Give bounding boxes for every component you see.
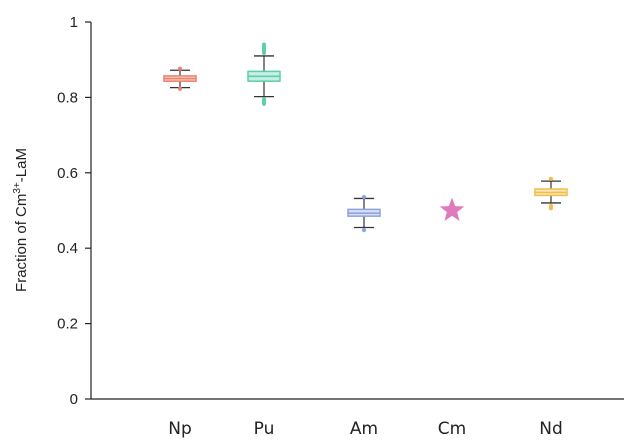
y-tick-label: 0 <box>70 391 78 408</box>
outlier-point <box>177 66 183 71</box>
outlier-point <box>548 206 554 211</box>
plot-area <box>163 42 568 233</box>
y-tick-label: 0.4 <box>57 240 78 257</box>
y-tick-label: 1 <box>70 14 78 31</box>
marker-star-cm <box>439 197 465 222</box>
box-nd <box>534 176 568 211</box>
y-axis: 0 0.2 0.4 0.6 0.8 1 <box>57 14 92 408</box>
y-tick-label: 0.6 <box>57 165 78 182</box>
outlier-point <box>361 228 367 233</box>
y-axis-label-main: Fraction of Cm <box>13 194 30 292</box>
y-axis-label-superscript: 3+ <box>12 182 23 194</box>
box-am <box>347 194 381 233</box>
x-ticks: Np Pu Am Cm Nd <box>168 419 563 439</box>
outlier-point <box>548 176 554 181</box>
outlier-point <box>261 42 267 47</box>
x-tick-label: Cm <box>438 419 466 439</box>
y-tick-label: 0.8 <box>57 89 78 106</box>
x-tick-label: Pu <box>254 419 275 439</box>
box-np <box>163 66 197 91</box>
outlier-point <box>261 101 267 106</box>
x-tick-label: Np <box>168 419 192 439</box>
outlier-point <box>361 194 367 200</box>
outlier-point <box>177 86 183 91</box>
y-axis-label: Fraction of Cm3+-LaM <box>12 148 30 292</box>
x-tick-label: Nd <box>539 419 563 439</box>
y-axis-label-tail: -LaM <box>13 148 30 182</box>
box-pu <box>247 42 281 106</box>
y-tick-label: 0.2 <box>57 316 78 333</box>
x-tick-label: Am <box>350 419 378 439</box>
x-axis: Np Pu Am Cm Nd <box>91 398 624 439</box>
y-ticks: 0 0.2 0.4 0.6 0.8 1 <box>57 14 91 408</box>
